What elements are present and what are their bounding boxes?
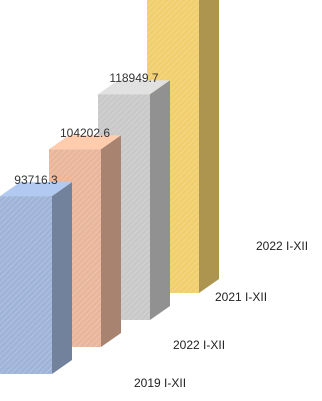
category-label: 2022 I-XII (173, 338, 225, 352)
bar (0, 182, 72, 374)
bar-side-face (101, 135, 121, 347)
data-label: 118949.7 (109, 71, 158, 85)
data-label: 93716.3 (14, 173, 58, 187)
category-label: 2022 I-XII (256, 239, 308, 253)
bar-side-face (52, 182, 72, 374)
bar-texture (0, 196, 52, 374)
data-label: 104202.6 (60, 126, 110, 140)
bar-side-face (150, 80, 170, 320)
category-label: 2021 I-XII (215, 290, 267, 304)
category-label: 2019 I-XII (134, 376, 186, 390)
bar-side-face (199, 0, 219, 293)
